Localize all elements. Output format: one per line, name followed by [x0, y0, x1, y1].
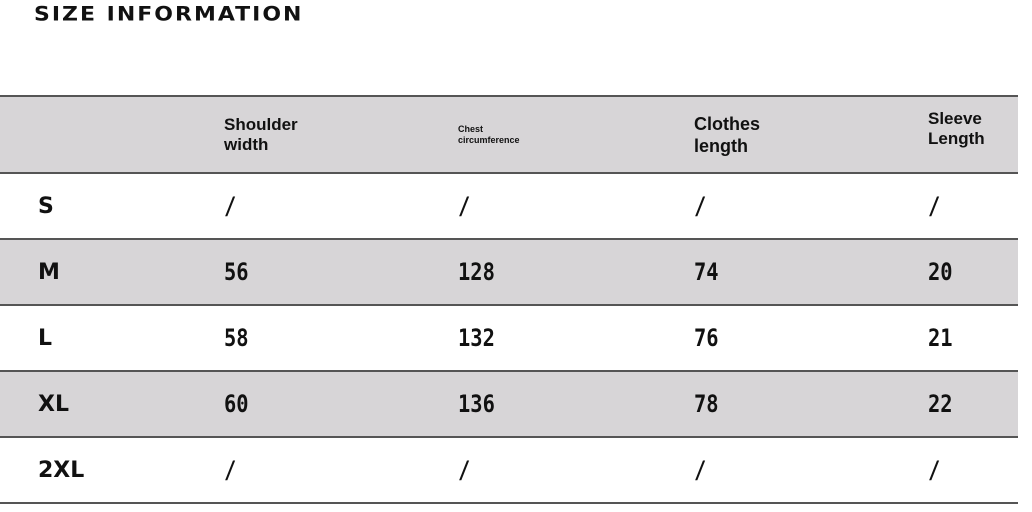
page-title: SIZE INFORMATION — [34, 3, 304, 26]
table-header-row: Shoulder width Chest circumference Clothes… — [0, 95, 1018, 174]
measurement-cell: / — [694, 456, 707, 484]
table-row: M 56 128 74 20 — [0, 240, 1018, 306]
measurement-cell: 78 — [694, 390, 719, 418]
header-line: length — [694, 135, 748, 156]
measurement-cell: / — [694, 192, 707, 220]
table-row: S / / / / — [0, 174, 1018, 240]
measurement-cell: 20 — [928, 258, 953, 286]
header-sleeve-length: Sleeve Length — [928, 91, 985, 166]
measurement-cell: / — [458, 192, 471, 220]
size-table: Shoulder width Chest circumference Clothes… — [0, 95, 1018, 504]
size-label: 2XL — [38, 457, 85, 483]
measurement-cell: / — [928, 456, 941, 484]
measurement-cell: 136 — [458, 390, 495, 418]
measurement-cell: 132 — [458, 324, 495, 352]
size-label: M — [38, 259, 60, 285]
measurement-cell: 22 — [928, 390, 953, 418]
measurement-cell: / — [224, 456, 237, 484]
header-shoulder-width: Shoulder width — [224, 97, 298, 172]
measurement-cell: / — [224, 192, 237, 220]
measurement-cell: 74 — [694, 258, 719, 286]
header-line: Length — [928, 128, 985, 148]
size-label: L — [38, 325, 53, 351]
size-label: S — [38, 193, 54, 219]
measurement-cell: 76 — [694, 324, 719, 352]
measurement-cell: 56 — [224, 258, 249, 286]
table-row: L 58 132 76 21 — [0, 306, 1018, 372]
measurement-cell: / — [928, 192, 941, 220]
measurement-cell: 21 — [928, 324, 953, 352]
header-chest-circumference: Chest circumference — [458, 97, 520, 172]
header-line: Sleeve — [928, 108, 982, 128]
table-row: XL 60 136 78 22 — [0, 372, 1018, 438]
header-line: Chest — [458, 123, 484, 134]
table-row: 2XL / / / / — [0, 438, 1018, 504]
header-line: width — [224, 134, 269, 154]
measurement-cell: 128 — [458, 258, 495, 286]
header-line: Shoulder — [224, 114, 298, 134]
header-clothes-length: Clothes length — [694, 97, 760, 172]
header-line: Clothes — [694, 113, 761, 134]
header-line: circumference — [458, 134, 520, 145]
measurement-cell: / — [458, 456, 471, 484]
measurement-cell: 60 — [224, 390, 249, 418]
measurement-cell: 58 — [224, 324, 249, 352]
size-label: XL — [38, 391, 69, 417]
